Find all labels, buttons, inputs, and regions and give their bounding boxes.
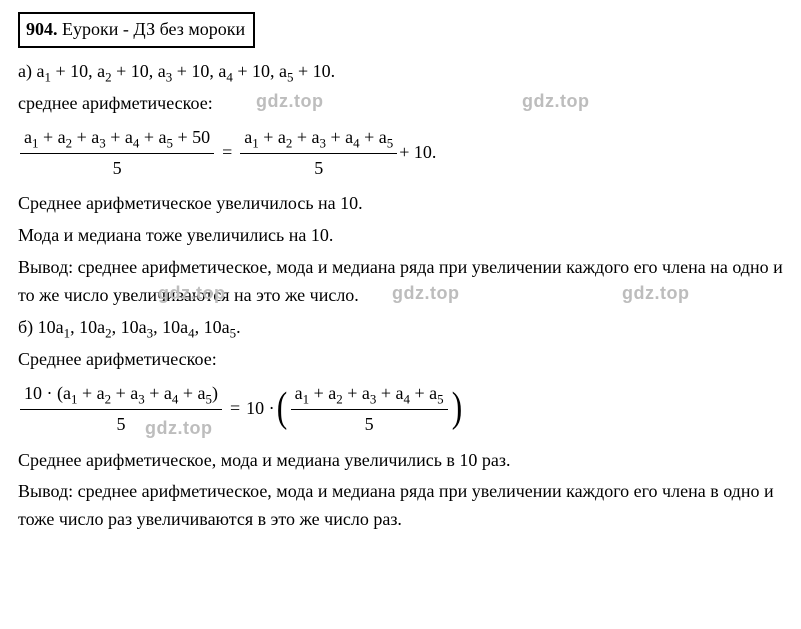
fraction-denominator: 5 <box>240 155 397 183</box>
equals-sign: = <box>216 139 238 167</box>
part-b-equation: 10 · (a1 + a2 + a3 + a4 + a5) 5 = 10 · (… <box>18 380 783 439</box>
part-a-equation: a1 + a2 + a3 + a4 + a5 + 50 5 = a1 + a2 … <box>18 124 783 183</box>
part-a-seq-text: a1 + 10, a2 + 10, a3 + 10, a4 + 10, a5 +… <box>36 61 335 81</box>
fraction-bar <box>20 153 214 154</box>
fraction-numerator: a1 + a2 + a3 + a4 + a5 <box>240 124 397 152</box>
part-b-mean-statement: Среднее арифметическое, мода и медиана у… <box>18 447 783 475</box>
fraction-left: a1 + a2 + a3 + a4 + a5 + 50 5 <box>20 124 214 183</box>
right-paren-icon: ) <box>451 390 462 428</box>
problem-header-text: Еуроки - ДЗ без мороки <box>62 19 245 39</box>
part-b-mean-label: Среднее арифметическое: <box>18 346 783 374</box>
problem-number: 904. <box>26 19 58 39</box>
part-b-seq-text: 10a1, 10a2, 10a3, 10a4, 10a5. <box>38 317 241 337</box>
fraction-numerator: a1 + a2 + a3 + a4 + a5 <box>291 380 448 408</box>
fraction-numerator: 10 · (a1 + a2 + a3 + a4 + a5) <box>20 380 222 408</box>
part-b-label: б) <box>18 317 38 337</box>
part-a-mean-label: среднее арифметическое: <box>18 90 783 118</box>
part-a-sequence: а) a1 + 10, a2 + 10, a3 + 10, a4 + 10, a… <box>18 58 783 86</box>
fraction-right: a1 + a2 + a3 + a4 + a5 5 <box>291 380 448 439</box>
equals-sign: = <box>224 395 246 423</box>
part-a-conclusion: Вывод: среднее арифметическое, мода и ме… <box>18 254 783 310</box>
part-b-conclusion: Вывод: среднее арифметическое, мода и ме… <box>18 478 783 534</box>
problem-header-box: 904. Еуроки - ДЗ без мороки <box>18 12 255 48</box>
fraction-bar <box>291 409 448 410</box>
fraction-denominator: 5 <box>20 155 214 183</box>
fraction-numerator: a1 + a2 + a3 + a4 + a5 + 50 <box>20 124 214 152</box>
fraction-bar <box>240 153 397 154</box>
equation-tail: + 10. <box>399 139 436 167</box>
fraction-denominator: 5 <box>20 411 222 439</box>
fraction-left: 10 · (a1 + a2 + a3 + a4 + a5) 5 <box>20 380 222 439</box>
part-a-label: а) <box>18 61 36 81</box>
fraction-right: a1 + a2 + a3 + a4 + a5 5 <box>240 124 397 183</box>
fraction-denominator: 5 <box>291 411 448 439</box>
left-paren-icon: ( <box>276 390 287 428</box>
fraction-bar <box>20 409 222 410</box>
part-a-mode-statement: Мода и медиана тоже увеличились на 10. <box>18 222 783 250</box>
part-a-mean-statement: Среднее арифметическое увеличилось на 10… <box>18 190 783 218</box>
paren-group: ( a1 + a2 + a3 + a4 + a5 5 ) <box>275 380 464 439</box>
part-b-sequence: б) 10a1, 10a2, 10a3, 10a4, 10a5. <box>18 314 783 342</box>
coefficient: 10 · <box>246 395 275 423</box>
